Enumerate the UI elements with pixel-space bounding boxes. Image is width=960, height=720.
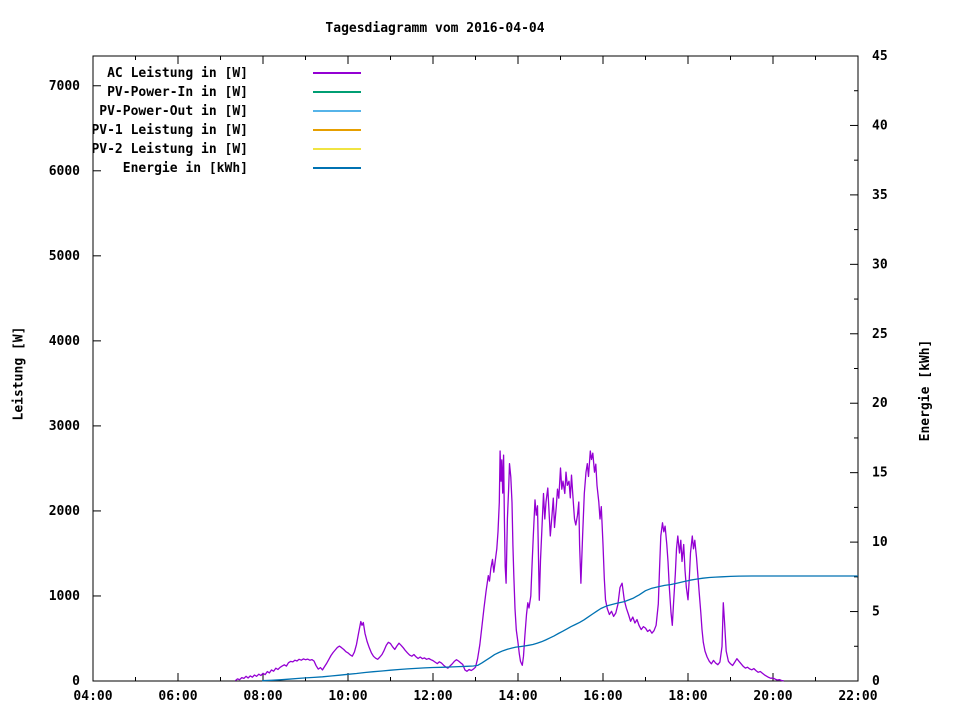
- x-tick-label: 14:00: [498, 689, 537, 704]
- y2-tick-label: 15: [872, 466, 888, 481]
- y-tick-label: 7000: [49, 79, 80, 94]
- series-line: [234, 450, 784, 682]
- y2-axis-label: Energie [kWh]: [918, 339, 933, 442]
- legend-label: PV-1 Leistung in [W]: [91, 123, 248, 138]
- y2-tick-label: 5: [872, 605, 880, 620]
- series-line: [262, 575, 858, 682]
- y2-tick-label: 10: [872, 535, 888, 550]
- y2-tick-label: 35: [872, 188, 888, 203]
- y-tick-label: 2000: [49, 504, 80, 519]
- x-tick-label: 12:00: [413, 689, 452, 704]
- y-tick-label: 5000: [49, 249, 80, 264]
- y2-tick-label: 20: [872, 396, 888, 411]
- y-tick-label: 0: [72, 674, 80, 689]
- chart-title: Tagesdiagramm vom 2016-04-04: [325, 21, 545, 36]
- x-tick-label: 22:00: [838, 689, 877, 704]
- x-tick-label: 20:00: [753, 689, 792, 704]
- legend-label: PV-Power-In in [W]: [107, 85, 248, 100]
- x-tick-label: 10:00: [328, 689, 367, 704]
- y2-tick-label: 0: [872, 674, 880, 689]
- x-tick-label: 16:00: [583, 689, 622, 704]
- y-axis-label: Leistung [W]: [11, 326, 27, 421]
- x-tick-label: 04:00: [73, 689, 112, 704]
- legend-label: PV-Power-Out in [W]: [99, 104, 248, 119]
- y2-tick-label: 45: [872, 49, 888, 64]
- y-tick-label: 4000: [49, 334, 80, 349]
- x-tick-label: 18:00: [668, 689, 707, 704]
- y2-tick-label: 40: [872, 118, 888, 133]
- legend-label: PV-2 Leistung in [W]: [91, 142, 248, 157]
- legend-label: Energie in [kWh]: [123, 161, 248, 176]
- y-tick-label: 1000: [49, 589, 80, 604]
- y-tick-label: 3000: [49, 419, 80, 434]
- y2-tick-label: 25: [872, 327, 888, 342]
- x-tick-label: 08:00: [243, 689, 282, 704]
- x-tick-label: 06:00: [158, 689, 197, 704]
- legend-label: AC Leistung in [W]: [107, 66, 248, 81]
- y-tick-label: 6000: [49, 164, 80, 179]
- y2-tick-label: 30: [872, 257, 888, 272]
